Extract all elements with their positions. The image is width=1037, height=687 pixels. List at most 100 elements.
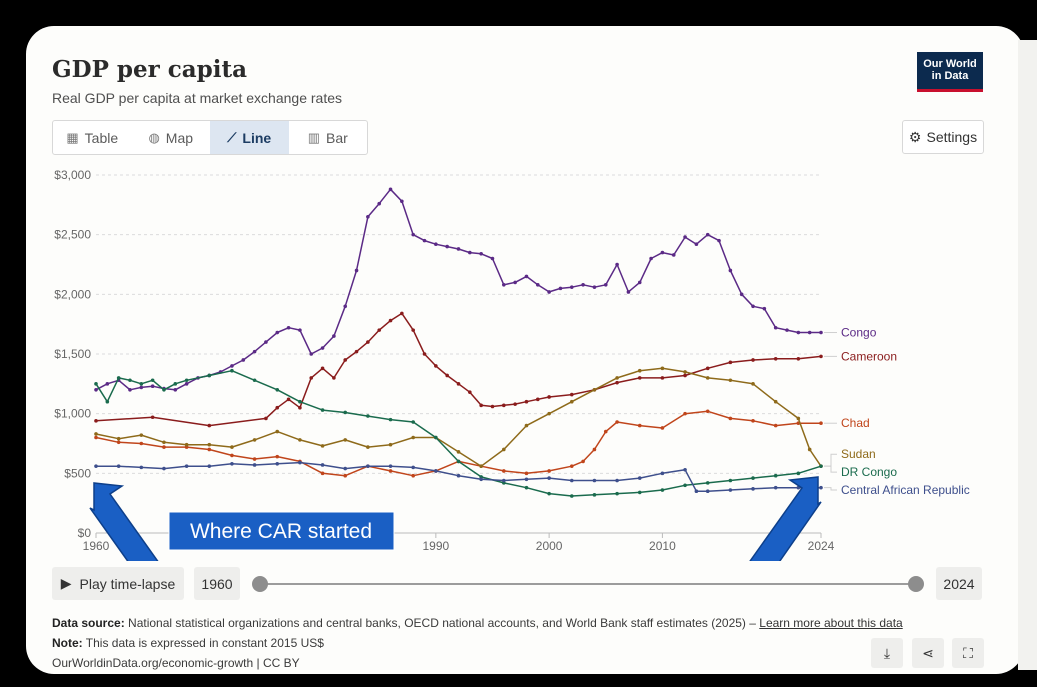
data-point: [207, 464, 212, 468]
data-point: [819, 330, 823, 335]
play-timelapse-button[interactable]: ▶ Play time-lapse: [52, 567, 184, 600]
data-point: [569, 494, 574, 498]
view-tabs: ▦ Table ◍ Map ⟋ Line ▥ Bar: [52, 120, 368, 155]
data-point: [230, 453, 234, 458]
data-point: [343, 466, 348, 471]
data-point: [411, 465, 415, 470]
timeline-start-handle[interactable]: [252, 576, 268, 592]
tab-table-label: Table: [84, 129, 119, 146]
data-point: [751, 382, 755, 386]
data-point: [366, 214, 370, 219]
data-point: [637, 476, 642, 480]
y-tick-label: $2,500: [54, 228, 91, 242]
data-point: [660, 426, 665, 430]
data-point: [230, 461, 234, 466]
data-point: [230, 445, 234, 449]
data-point: [94, 388, 98, 392]
fullscreen-button[interactable]: ⛶: [952, 638, 984, 668]
data-point: [184, 382, 189, 386]
data-point: [762, 306, 767, 311]
data-point: [660, 376, 665, 380]
data-point: [615, 491, 619, 496]
data-point: [139, 382, 144, 386]
data-point: [468, 390, 472, 394]
timeline-end-handle[interactable]: [908, 576, 924, 592]
data-point: [332, 376, 336, 380]
note-line: Note: This data is expressed in constant…: [52, 636, 324, 650]
tab-map[interactable]: ◍ Map: [132, 121, 211, 154]
data-point: [569, 464, 574, 468]
data-point: [252, 438, 257, 442]
y-tick-label: $2,000: [54, 287, 91, 301]
data-point: [298, 328, 302, 332]
tab-table[interactable]: ▦ Table: [53, 121, 132, 154]
data-point: [569, 285, 574, 289]
data-point: [705, 232, 710, 237]
tab-line[interactable]: ⟋ Line: [210, 121, 289, 154]
series-line: [96, 461, 821, 492]
data-source-label: Data source:: [52, 616, 125, 630]
data-point: [94, 432, 98, 436]
chart-title: GDP per capita: [52, 56, 247, 83]
data-point: [819, 354, 823, 359]
data-point: [683, 373, 687, 378]
timeline-end-year[interactable]: 2024: [936, 567, 982, 600]
data-point: [524, 423, 529, 428]
sidebar-edge: [1018, 40, 1037, 670]
series-label: Central African Republic: [841, 483, 970, 497]
settings-button[interactable]: ⚙ Settings: [902, 120, 984, 154]
download-icon: ⤓: [883, 644, 891, 661]
data-point: [751, 419, 755, 423]
data-point: [264, 416, 268, 421]
data-point: [162, 445, 166, 449]
data-point: [694, 242, 699, 247]
data-point: [388, 318, 393, 323]
share-button[interactable]: ⋖: [912, 638, 944, 668]
data-point: [751, 358, 755, 362]
data-point: [320, 366, 325, 371]
timeline-start-year[interactable]: 1960: [194, 567, 240, 600]
data-point: [105, 399, 110, 404]
data-point: [94, 435, 98, 440]
data-point: [434, 242, 438, 247]
data-point: [694, 489, 699, 494]
data-point: [252, 378, 257, 383]
data-point: [705, 376, 710, 380]
data-point: [773, 423, 778, 428]
learn-more-link[interactable]: Learn more about this data: [759, 616, 903, 630]
series-label-connector: [824, 453, 837, 467]
data-point: [502, 447, 506, 452]
data-point: [592, 447, 597, 452]
data-point: [524, 399, 529, 404]
data-point: [637, 280, 642, 285]
data-point: [320, 463, 325, 467]
x-tick-label: 2010: [649, 539, 676, 553]
tab-bar[interactable]: ▥ Bar: [289, 121, 368, 154]
data-point: [728, 416, 733, 421]
line-chart: $0 $500 $1,000 $1,500 $2,000 $2,500 $3,000 1960…: [54, 168, 970, 561]
data-point: [569, 478, 574, 483]
data-point: [502, 478, 506, 483]
data-point: [230, 364, 234, 368]
series-line: [95, 367, 822, 467]
download-button[interactable]: ⤓: [871, 638, 903, 668]
data-point: [309, 376, 314, 380]
data-point: [445, 373, 449, 378]
data-point: [320, 346, 325, 350]
data-point: [785, 328, 789, 332]
data-point: [547, 395, 551, 399]
data-point: [660, 471, 665, 476]
x-tick-label: 1960: [83, 539, 110, 553]
credit-line[interactable]: OurWorldinData.org/economic-growth | CC …: [52, 656, 300, 670]
data-point: [411, 420, 415, 424]
data-point: [434, 435, 438, 440]
data-point: [739, 292, 744, 297]
data-point: [354, 268, 359, 273]
data-point: [773, 356, 778, 361]
data-point: [751, 476, 755, 480]
timeline-track[interactable]: [260, 583, 916, 585]
data-point: [603, 282, 608, 287]
data-point: [94, 419, 98, 423]
owid-logo[interactable]: Our World in Data: [917, 52, 983, 92]
data-point: [513, 402, 517, 406]
